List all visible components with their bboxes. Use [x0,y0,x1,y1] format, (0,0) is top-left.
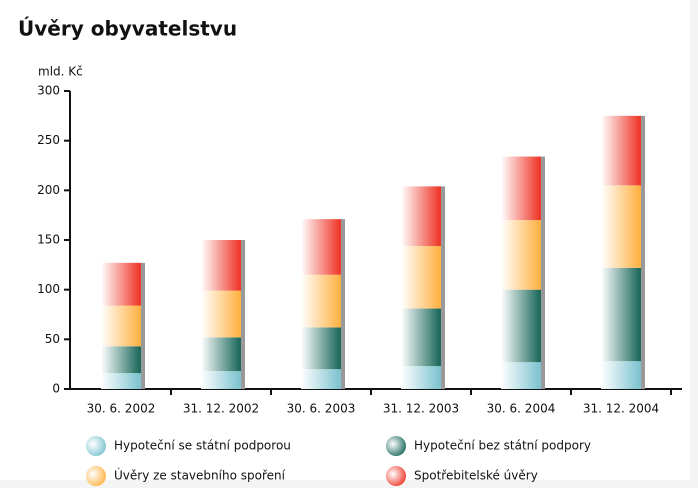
bar-segment [501,156,541,221]
x-tick-label: 30. 6. 2002 [87,402,156,416]
x-tick-label: 31. 12. 2002 [183,402,259,416]
legend-label: Spotřebitelské úvěry [414,469,538,483]
bar-shadow [241,240,245,389]
legend-label: Hypoteční bez státní podpory [414,439,591,453]
bar-segment [301,327,341,370]
x-tick-label: 31. 12. 2004 [583,402,659,416]
bar-segment [501,362,541,389]
bar-segment [601,267,641,362]
bar-shadow [541,156,545,389]
bar-segment [501,220,541,290]
y-tick-label: 300 [37,84,60,98]
y-axis-label: mld. Kč [38,65,83,79]
bar-shadow [441,186,445,389]
legend-swatch [86,466,106,486]
bar-segment [101,262,141,306]
y-tick-label: 0 [52,382,60,396]
legend-label: Úvěry ze stavebního spoření [114,468,286,483]
bar-segment [601,361,641,389]
bar-segment [101,305,141,347]
bar-segment [401,245,441,309]
y-tick-label: 200 [37,183,60,197]
bar-shadow [141,262,145,389]
bar-segment [601,185,641,268]
legend-swatch [386,466,406,486]
bar-segment [201,240,241,291]
bar-shadow [641,115,645,389]
x-tick-label: 31. 12. 2003 [383,402,459,416]
legend-label: Hypoteční se státní podporou [114,439,291,453]
legend-swatch [86,436,106,456]
bar-segment [301,219,341,275]
x-tick-label: 30. 6. 2003 [287,402,356,416]
y-tick-label: 150 [37,233,60,247]
bar-segment [401,186,441,246]
bar-segment [401,366,441,389]
bar-segment [301,369,341,389]
bar-segment [301,274,341,328]
y-tick-label: 50 [45,332,60,346]
bar-segment [501,289,541,363]
bar-shadow [341,219,345,389]
x-tick-label: 30. 6. 2004 [487,402,556,416]
bar-segment [101,373,141,389]
bar-segment [101,346,141,374]
bar-segment [601,115,641,186]
y-tick-label: 100 [37,282,60,296]
legend-swatch [386,436,406,456]
chart-title: Úvěry obyvatelstvu [18,17,237,41]
bar-segment [201,290,241,338]
bar-segment [201,371,241,389]
bar-segment [201,337,241,372]
y-tick-label: 250 [37,133,60,147]
bar-segment [401,308,441,367]
